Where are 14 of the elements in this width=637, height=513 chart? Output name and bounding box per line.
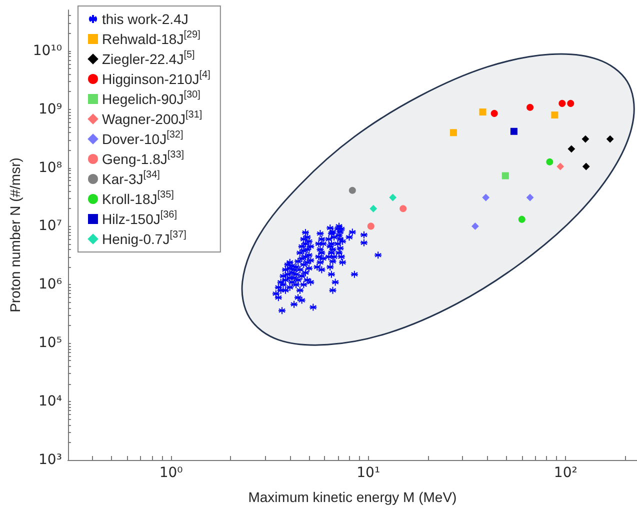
y-tick-label: 10⁹ xyxy=(38,101,62,118)
y-tick-label: 10⁸ xyxy=(38,160,62,176)
legend-label: this work-2.4J xyxy=(102,11,188,27)
y-tick-label: 10⁵ xyxy=(38,335,62,352)
x-tick-label: 10⁰ xyxy=(159,465,184,481)
y-axis-title: Proton number N (#/msr) xyxy=(7,158,23,312)
x-tick-label: 10² xyxy=(554,465,578,481)
y-tick-label: 10¹⁰ xyxy=(32,42,62,59)
y-tick-label: 10⁴ xyxy=(38,394,62,410)
y-tick-label: 10⁶ xyxy=(38,276,62,293)
x-tick-label: 10¹ xyxy=(356,465,380,481)
y-tick-label: 10⁷ xyxy=(38,218,62,234)
y-tick-label: 10³ xyxy=(38,452,62,468)
x-axis-title: Maximum kinetic energy M (MeV) xyxy=(248,489,457,505)
